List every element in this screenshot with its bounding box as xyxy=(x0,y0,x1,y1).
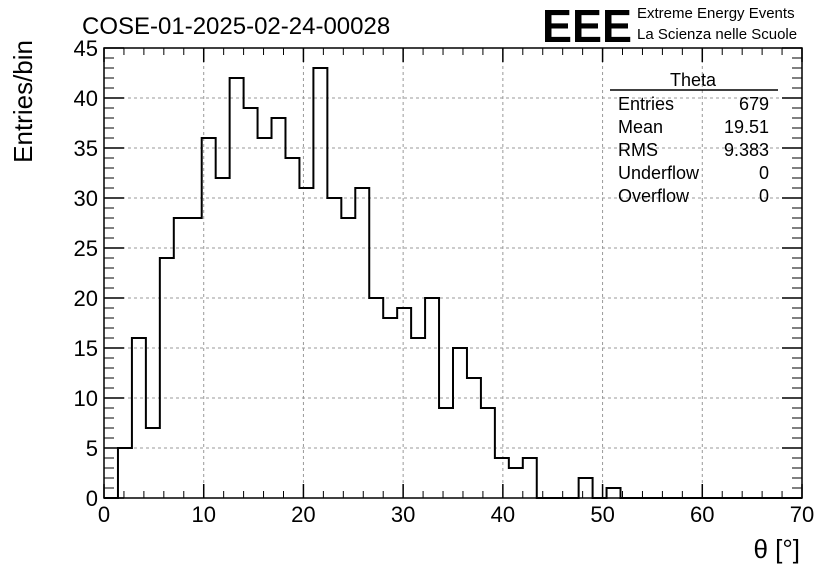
x-tick-label: 10 xyxy=(191,502,215,527)
y-axis-label: Entries/bin xyxy=(8,40,38,163)
histogram-bin xyxy=(174,218,188,498)
histogram-bin xyxy=(230,78,244,498)
histogram-bin xyxy=(160,258,174,498)
histogram-bin xyxy=(285,158,299,498)
histogram-bin xyxy=(216,178,230,498)
histogram-bin xyxy=(481,408,495,498)
histogram-bin xyxy=(188,218,202,498)
y-tick-label: 25 xyxy=(74,236,98,261)
histogram-bin xyxy=(453,348,467,498)
org-name-line2: La Scienza nelle Scuole xyxy=(637,26,797,43)
y-tick-label: 35 xyxy=(74,136,98,161)
y-tick-labels: 0 5 10 15 20 25 30 35 40 45 xyxy=(74,36,98,511)
x-tick-labels: 0 10 20 30 40 50 60 70 xyxy=(98,502,814,527)
y-tick-label: 45 xyxy=(74,36,98,61)
stats-box-title: Theta xyxy=(670,70,717,90)
histogram-bin xyxy=(313,68,327,498)
stats-value-rms: 9.383 xyxy=(724,140,769,160)
x-tick-label: 60 xyxy=(690,502,714,527)
histogram-outline xyxy=(104,67,802,499)
histogram-bin xyxy=(258,138,272,498)
histogram-bin xyxy=(495,458,509,498)
org-name-line1: Extreme Energy Events xyxy=(637,5,795,22)
histogram-bin xyxy=(244,108,258,498)
histogram-bin xyxy=(146,428,160,498)
y-tick-label: 10 xyxy=(74,386,98,411)
histogram-bin xyxy=(579,478,593,498)
x-tick-label: 40 xyxy=(491,502,515,527)
histogram-bin xyxy=(411,338,425,498)
stats-box: Theta Entries 679 Mean 19.51 RMS 9.383 U… xyxy=(610,70,778,206)
histogram-bin xyxy=(383,318,397,498)
histogram-bin xyxy=(355,188,369,498)
stats-label-rms: RMS xyxy=(618,140,658,160)
stats-value-mean: 19.51 xyxy=(724,117,769,137)
plot-frame xyxy=(103,47,803,499)
y-tick-label: 5 xyxy=(86,436,98,461)
y-tick-label: 15 xyxy=(74,336,98,361)
y-tick-label: 30 xyxy=(74,186,98,211)
x-tick-label: 70 xyxy=(790,502,814,527)
stats-label-mean: Mean xyxy=(618,117,663,137)
histogram-bin xyxy=(132,338,146,498)
histogram-bin xyxy=(523,458,537,498)
stats-value-overflow: 0 xyxy=(759,186,769,206)
y-tick-label: 40 xyxy=(74,86,98,111)
x-tick-label: 30 xyxy=(391,502,415,527)
x-tick-label: 50 xyxy=(590,502,614,527)
x-axis-label: θ [°] xyxy=(753,534,800,564)
eee-logo: EEE xyxy=(542,0,632,52)
grid-lines xyxy=(104,48,802,498)
histogram-bars xyxy=(104,67,802,499)
histogram-bin xyxy=(607,488,621,498)
stats-value-underflow: 0 xyxy=(759,163,769,183)
histogram-bin xyxy=(397,308,411,498)
x-tick-label: 0 xyxy=(98,502,110,527)
histogram-bin xyxy=(467,378,481,498)
x-tick-label: 20 xyxy=(291,502,315,527)
histogram-bin xyxy=(341,218,355,498)
y-tick-label: 20 xyxy=(74,286,98,311)
stats-label-underflow: Underflow xyxy=(618,163,700,183)
histogram-bin xyxy=(272,118,286,498)
stats-value-entries: 679 xyxy=(739,94,769,114)
histogram-bin xyxy=(118,448,132,498)
stats-label-entries: Entries xyxy=(618,94,674,114)
stats-label-overflow: Overflow xyxy=(618,186,690,206)
run-title: COSE-01-2025-02-24-00028 xyxy=(82,13,390,40)
axis-ticks xyxy=(103,47,803,499)
histogram-bin xyxy=(439,408,453,498)
y-tick-label: 0 xyxy=(86,486,98,511)
histogram-bin xyxy=(299,188,313,498)
histogram-bin xyxy=(509,468,523,498)
